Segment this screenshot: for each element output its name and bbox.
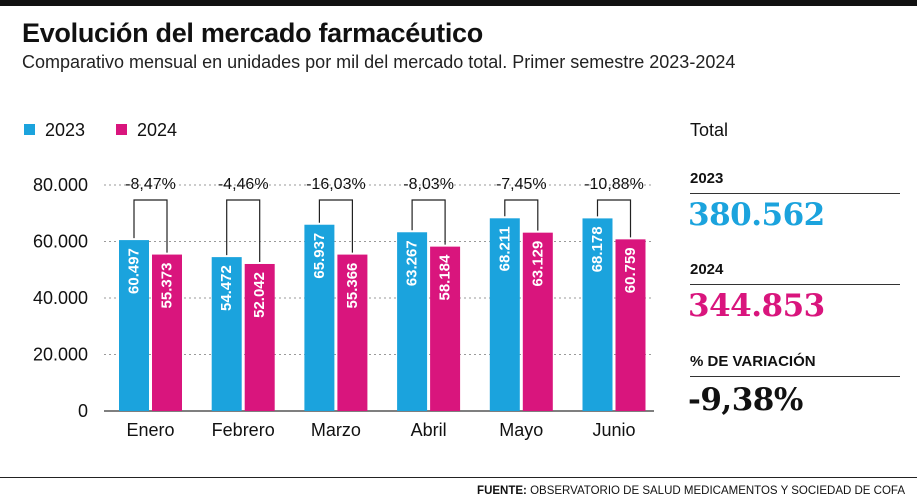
source-text: OBSERVATORIO DE SALUD MEDICAMENTOS Y SOC… (526, 485, 905, 497)
bar (119, 240, 149, 411)
bar (615, 239, 646, 411)
divider (690, 376, 900, 377)
variation-bracket (504, 199, 539, 231)
chart-subtitle: Comparativo mensual en unidades por mil … (22, 52, 736, 72)
bar-value-label: 55.366 (344, 263, 361, 309)
legend-label: 2023 (45, 120, 85, 140)
top-rule (0, 0, 917, 6)
bar (522, 232, 553, 411)
variation-bracket (596, 199, 632, 238)
bar-value-label: 60.759 (622, 247, 639, 293)
variation-label: -7,45% (496, 176, 547, 193)
x-tick-label: Mayo (499, 420, 543, 440)
bar-value-label: 60.497 (126, 248, 143, 294)
bar-value-label: 68.211 (496, 226, 513, 271)
legend-swatch (24, 124, 35, 135)
y-tick-label: 80.000 (33, 175, 88, 195)
source-label: FUENTE: (477, 485, 527, 497)
x-tick-label: Febrero (212, 420, 275, 440)
variation-label: % DE VARIACIÓN (690, 353, 816, 370)
x-tick-label: Enero (126, 420, 174, 440)
bar (397, 232, 428, 411)
legend-swatch (116, 124, 127, 135)
variation-bracket (226, 199, 261, 262)
divider (690, 193, 900, 194)
y-tick-label: 40.000 (33, 288, 88, 308)
bar (430, 246, 461, 411)
source-note: FUENTE: OBSERVATORIO DE SALUD MEDICAMENT… (477, 485, 905, 497)
bar-value-label: 55.373 (159, 263, 176, 309)
bar-value-label: 65.937 (311, 233, 328, 279)
variation-label: -8,03% (403, 176, 454, 193)
y-tick-label: 0 (78, 401, 88, 421)
bar (152, 254, 182, 411)
x-tick-label: Marzo (311, 420, 361, 440)
bar (489, 218, 520, 411)
x-tick-label: Abril (411, 420, 447, 440)
variation-label: -8,47% (125, 176, 176, 193)
bar-value-label: 68.178 (589, 226, 606, 272)
variation-label: -4,46% (218, 176, 269, 193)
chart-title: Evolución del mercado farmacéutico (22, 18, 483, 48)
x-tick-label: Junio (592, 420, 635, 440)
y-tick-label: 60.000 (33, 232, 88, 252)
variation-bracket (133, 199, 168, 253)
footer-rule (0, 477, 917, 478)
bar (211, 257, 242, 411)
variation-value: -9,38% (688, 382, 803, 418)
bar (582, 218, 613, 411)
bar-value-label: 54.472 (218, 265, 235, 311)
bar-value-label: 63.129 (529, 241, 546, 287)
bar (337, 254, 368, 411)
total-2023-value: 380.562 (688, 197, 825, 233)
variation-bracket (318, 199, 353, 253)
bar-chart: 0 20.000 40.000 60.000 80.000 2023 2024 60.497 5… (24, 120, 654, 440)
y-tick-label: 20.000 (33, 345, 88, 365)
bar (244, 263, 275, 411)
bar-value-label: 58.184 (437, 254, 454, 301)
bar-value-label: 63.267 (404, 240, 421, 286)
divider (690, 284, 900, 285)
total-2023-label: 2023 (690, 170, 724, 187)
total-heading: Total (690, 120, 729, 140)
bar-value-label: 52.042 (251, 272, 268, 318)
variation-bracket (411, 199, 446, 245)
total-2024-value: 344.853 (688, 288, 825, 324)
legend-label: 2024 (137, 120, 177, 140)
variation-label: -16,03% (306, 176, 366, 193)
variation-label: -10,88% (584, 176, 644, 193)
bar (304, 224, 335, 411)
total-2024-label: 2024 (690, 261, 724, 278)
